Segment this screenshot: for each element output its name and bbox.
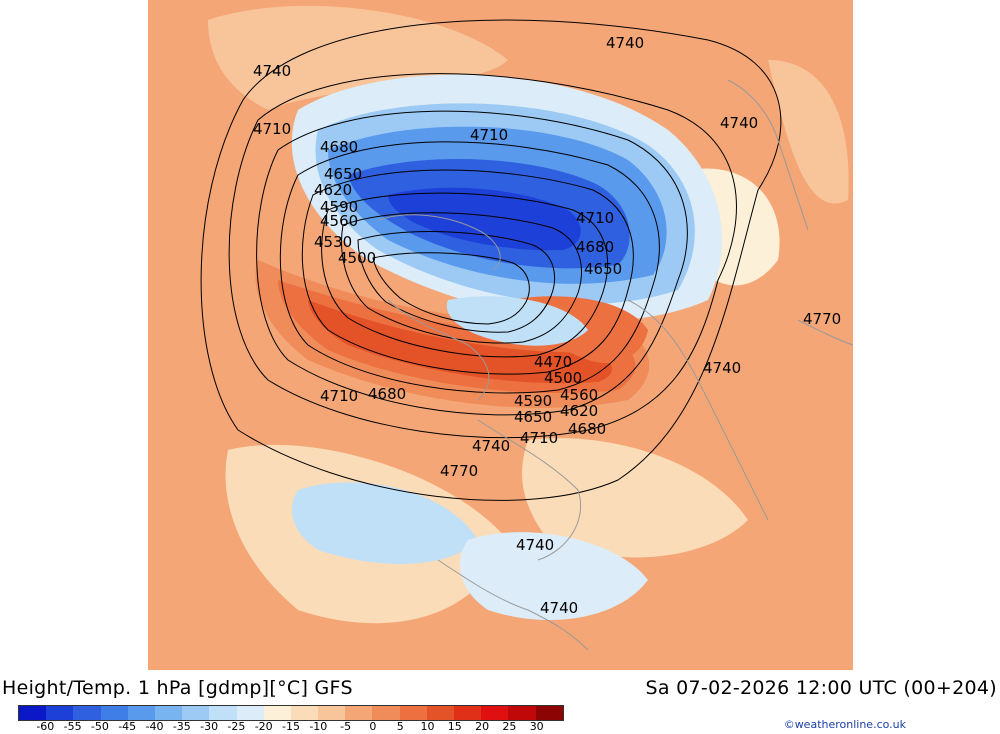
light-patch-ne bbox=[768, 60, 849, 204]
light-patch-n bbox=[208, 5, 508, 110]
cold-patch-sw bbox=[292, 482, 478, 564]
legend-label: -40 bbox=[145, 720, 164, 733]
contour-label: 4740 bbox=[516, 536, 554, 554]
legend-swatch bbox=[73, 706, 101, 720]
legend-swatch bbox=[426, 706, 454, 720]
legend-label: -45 bbox=[118, 720, 137, 733]
contour-label: 4650 bbox=[584, 260, 622, 278]
credit-text: ©weatheronline.co.uk bbox=[783, 718, 906, 731]
contour-label: 4560 bbox=[560, 386, 598, 404]
contour-label: 4770 bbox=[803, 310, 841, 328]
legend-label: -10 bbox=[309, 720, 328, 733]
legend-swatch bbox=[318, 706, 346, 720]
contour-lines bbox=[200, 19, 782, 501]
contour-label: 4710 bbox=[253, 120, 291, 138]
cold-zone-core bbox=[388, 187, 581, 251]
legend-label: -20 bbox=[254, 720, 273, 733]
legend-label: -50 bbox=[90, 720, 109, 733]
color-legend bbox=[18, 705, 564, 721]
contour-label: 4680 bbox=[320, 138, 358, 156]
cold-hole bbox=[446, 296, 588, 346]
coastlines bbox=[377, 79, 853, 651]
legend-label: 15 bbox=[447, 720, 462, 733]
legend-swatch bbox=[508, 706, 536, 720]
contour-label: 4740 bbox=[703, 359, 741, 377]
legend-swatch bbox=[454, 706, 482, 720]
contour-label: 4530 bbox=[314, 233, 352, 251]
legend-swatch bbox=[19, 706, 47, 720]
contour-label: 4650 bbox=[514, 408, 552, 426]
legend-label: -25 bbox=[227, 720, 246, 733]
legend-label: 30 bbox=[529, 720, 544, 733]
contour-label: 4590 bbox=[514, 392, 552, 410]
contour-label: 4740 bbox=[606, 34, 644, 52]
cold-patch-s bbox=[459, 532, 648, 620]
contour-label: 4740 bbox=[472, 437, 510, 455]
legend-swatch bbox=[209, 706, 237, 720]
legend-label: -30 bbox=[200, 720, 219, 733]
legend-swatch bbox=[535, 706, 563, 720]
legend-swatch bbox=[127, 706, 155, 720]
legend-swatch bbox=[46, 706, 74, 720]
legend-label: -5 bbox=[340, 720, 352, 733]
legend-swatch bbox=[154, 706, 183, 720]
light-patch-se bbox=[522, 438, 748, 558]
contour-label: 4710 bbox=[576, 209, 614, 227]
contour-label: 4710 bbox=[320, 387, 358, 405]
legend-label: -35 bbox=[172, 720, 191, 733]
legend-label: 20 bbox=[475, 720, 490, 733]
map-title: Height/Temp. 1 hPa [gdmp][°C] GFS bbox=[2, 677, 353, 699]
legend-swatch bbox=[100, 706, 128, 720]
contour-label: 4620 bbox=[314, 181, 352, 199]
contour-label: 4620 bbox=[560, 402, 598, 420]
contour-label: 4500 bbox=[544, 369, 582, 387]
contour-label: 4740 bbox=[720, 114, 758, 132]
contour-label: 4500 bbox=[338, 249, 376, 267]
contour-label: 4710 bbox=[470, 126, 508, 144]
legend-swatch bbox=[345, 706, 373, 720]
legend-swatch bbox=[263, 706, 291, 720]
contour-label: 4680 bbox=[568, 420, 606, 438]
legend-label: 5 bbox=[396, 720, 404, 733]
legend-label: 25 bbox=[502, 720, 517, 733]
contour-label: 4590 bbox=[320, 198, 358, 216]
contour-label: 4680 bbox=[368, 385, 406, 403]
contour-label: 4650 bbox=[324, 165, 362, 183]
weather-map: 4740 4740 4740 4710 4710 4680 4650 4620 … bbox=[148, 0, 853, 670]
legend-label: -55 bbox=[63, 720, 82, 733]
legend-swatch bbox=[481, 706, 509, 720]
contour-label: 4770 bbox=[440, 462, 478, 480]
contour-label: 4680 bbox=[576, 238, 614, 256]
legend-swatch bbox=[290, 706, 319, 720]
legend-label: -60 bbox=[36, 720, 55, 733]
contour-label: 4740 bbox=[253, 62, 291, 80]
contour-label: 4710 bbox=[520, 429, 558, 447]
map-svg: 4740 4740 4740 4710 4710 4680 4650 4620 … bbox=[148, 0, 853, 670]
contour-label-group: 4740 4740 4740 4710 4710 4680 4650 4620 … bbox=[253, 34, 841, 617]
contour-label: 4470 bbox=[534, 353, 572, 371]
legend-swatch bbox=[236, 706, 264, 720]
map-datetime: Sa 07-02-2026 12:00 UTC (00+204) bbox=[645, 677, 997, 699]
legend-label: -15 bbox=[282, 720, 300, 733]
legend-swatch bbox=[372, 706, 400, 720]
contour-label: 4740 bbox=[540, 599, 578, 617]
legend-label: 0 bbox=[369, 720, 377, 733]
legend-label: 10 bbox=[420, 720, 435, 733]
legend-swatch bbox=[182, 706, 210, 720]
legend-swatch bbox=[399, 706, 427, 720]
legend-labels: -60 -55 -50 -45 -40 -35 -30 -25 -20 -15 -10 -5 0 5 10 1… bbox=[18, 720, 564, 734]
contour-label: 4560 bbox=[320, 212, 358, 230]
